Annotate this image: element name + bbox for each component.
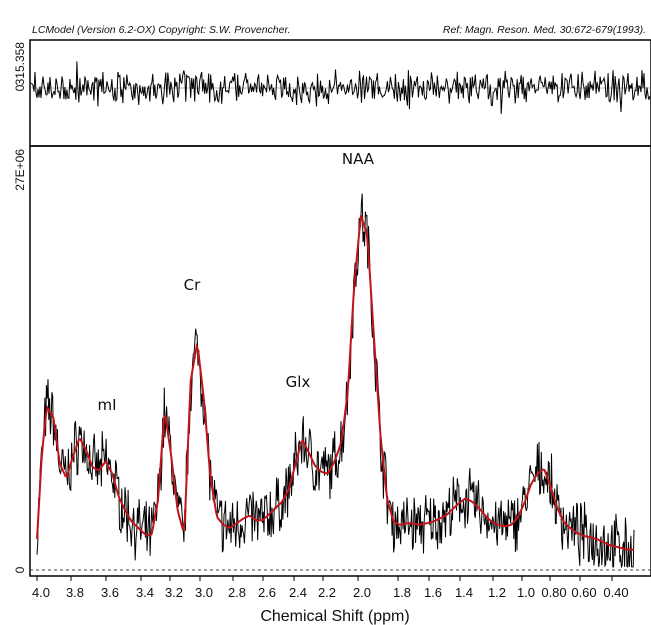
x-tick-label: 1.2 xyxy=(488,585,506,600)
residual-line xyxy=(30,61,651,114)
residual-y-top-label: 315.358 xyxy=(13,42,27,86)
x-axis-ticks: 4.0 3.8 3.6 3.4 3.2 3.0 2.8 2.6 2.4 2.2 2.0 1.8 1.6 1… xyxy=(32,576,629,600)
spectrum-y-zero-label: 0 xyxy=(13,566,27,573)
header-right: Ref: Magn. Reson. Med. 30:672-679(1993). xyxy=(443,24,646,36)
x-tick-label: 0.60 xyxy=(571,585,596,600)
x-tick-label: 1.0 xyxy=(517,585,535,600)
fit-trace xyxy=(36,215,634,551)
x-tick-label: 1.8 xyxy=(393,585,411,600)
x-tick-label: 3.2 xyxy=(165,585,183,600)
x-tick-label: 3.6 xyxy=(101,585,119,600)
header-left: LCModel (Version 6.2-OX) Copyright: S.W.… xyxy=(32,24,291,36)
fit-line xyxy=(36,215,634,551)
spectrum-panel-frame xyxy=(29,145,651,577)
peak-label-mi: mI xyxy=(97,396,116,414)
x-tick-label: 2.4 xyxy=(289,585,307,600)
peak-label-glx: Glx xyxy=(286,373,311,391)
x-tick-label: 2.0 xyxy=(353,585,371,600)
spectrum-y-top-label: 27E+06 xyxy=(13,149,27,191)
x-axis-title: Chemical Shift (ppm) xyxy=(260,608,409,625)
x-tick-label: 3.4 xyxy=(136,585,154,600)
peak-label-cr: Cr xyxy=(184,276,201,294)
x-tick-label: 2.6 xyxy=(258,585,276,600)
x-tick-label: 3.0 xyxy=(195,585,213,600)
x-tick-label: 2.2 xyxy=(318,585,336,600)
x-tick-label: 2.8 xyxy=(228,585,246,600)
x-tick-label: 0.40 xyxy=(603,585,628,600)
peak-label-naa: NAA xyxy=(342,150,375,168)
residual-trace xyxy=(30,61,651,114)
x-tick-label: 3.8 xyxy=(66,585,84,600)
x-tick-label: 0.80 xyxy=(541,585,566,600)
x-tick-label: 4.0 xyxy=(32,585,50,600)
x-tick-label: 1.6 xyxy=(424,585,442,600)
residual-y-zero-label: 0 xyxy=(13,84,27,91)
x-tick-label: 1.4 xyxy=(455,585,473,600)
peak-annotations: NAA Cr Glx mI xyxy=(97,150,374,414)
